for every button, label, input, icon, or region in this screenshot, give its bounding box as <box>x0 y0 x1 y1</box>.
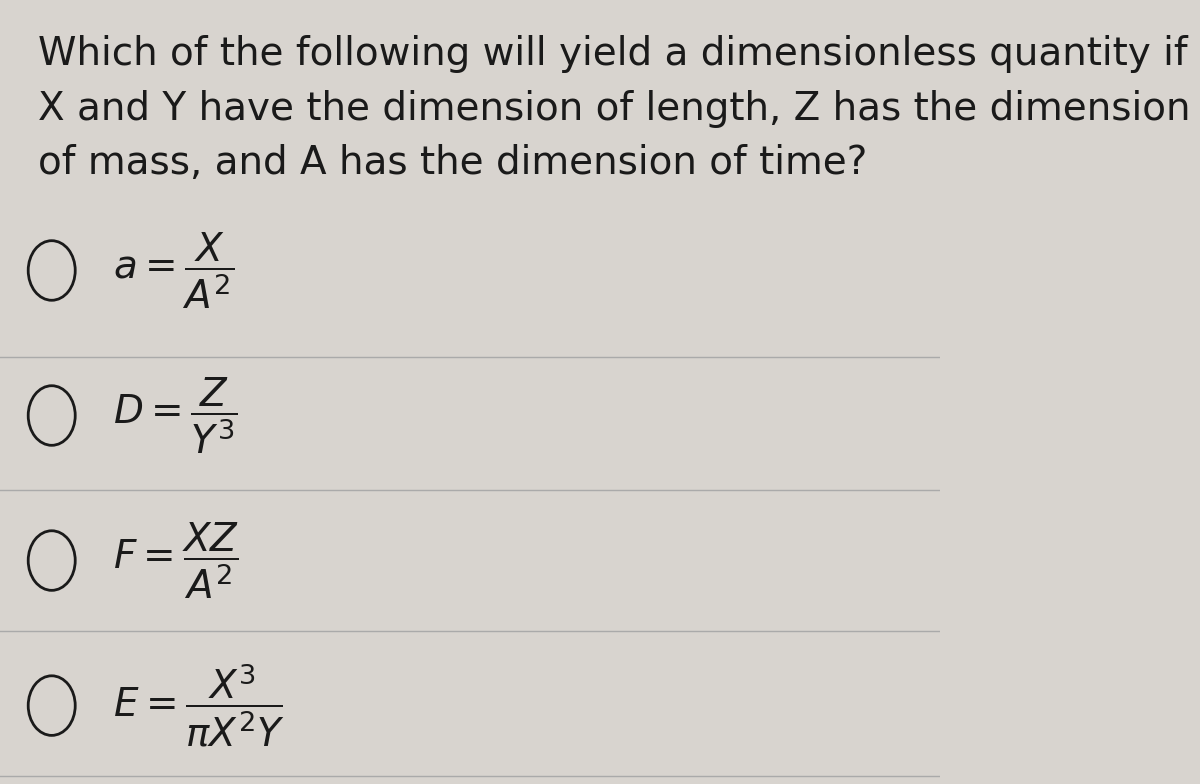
Text: $E = \dfrac{X^3}{\pi X^2 Y}$: $E = \dfrac{X^3}{\pi X^2 Y}$ <box>113 662 284 750</box>
Text: $D = \dfrac{Z}{Y^3}$: $D = \dfrac{Z}{Y^3}$ <box>113 375 238 456</box>
Text: $a = \dfrac{X}{A^2}$: $a = \dfrac{X}{A^2}$ <box>113 230 234 311</box>
Text: $F = \dfrac{XZ}{A^2}$: $F = \dfrac{XZ}{A^2}$ <box>113 520 239 601</box>
Text: Which of the following will yield a dimensionless quantity if
X and Y have the d: Which of the following will yield a dime… <box>37 35 1190 183</box>
